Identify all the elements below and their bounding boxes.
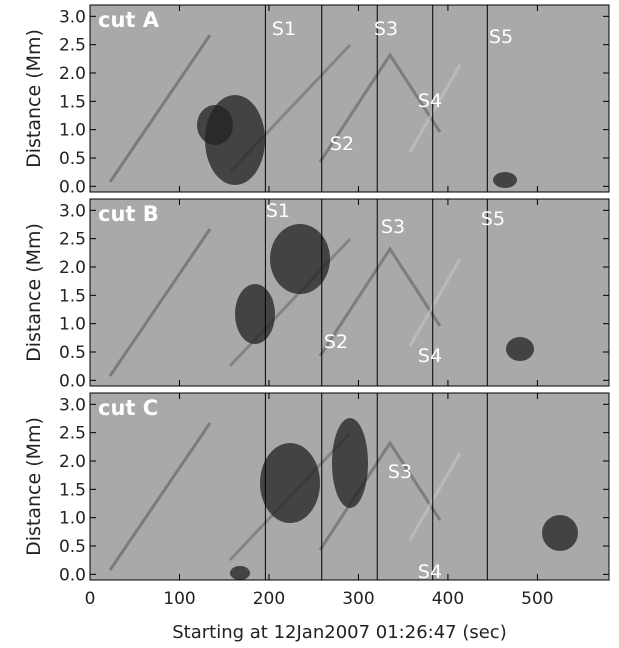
y-tick-label: 0.0	[59, 371, 86, 391]
x-tick-label: 500	[521, 589, 553, 609]
y-tick-label: 1.0	[59, 509, 86, 529]
feature-label: S1	[272, 18, 296, 40]
y-tick-label: 2.5	[59, 230, 86, 250]
y-tick-label: 0.5	[59, 537, 86, 557]
y-tick-label: 0.5	[59, 343, 86, 363]
y-tick-label: 1.0	[59, 315, 86, 335]
image-streak	[408, 64, 462, 153]
image-streak	[228, 237, 352, 368]
x-tick-label: 0	[85, 589, 96, 609]
feature-label: S5	[489, 26, 513, 48]
frame	[89, 4, 610, 193]
y-axis-label: Distance (Mm)	[23, 417, 45, 556]
image-blob	[332, 418, 368, 508]
y-tick-label: 1.5	[59, 480, 86, 500]
x-axis-label: Starting at 12Jan2007 01:26:47 (sec)	[172, 622, 506, 643]
panel: S1 S2 S3 S4 S5 cut B 0.0 0.5 1.0 1.5 2.0 2.5 3.0 Dist…	[23, 198, 610, 391]
image-blob	[197, 105, 233, 145]
feature-label: S2	[330, 133, 354, 155]
y-tick-label: 1.5	[59, 92, 86, 112]
image-blob	[493, 172, 517, 188]
y-tick-label: 2.0	[59, 452, 86, 472]
image-background	[90, 5, 609, 192]
feature-label: S1	[266, 200, 290, 222]
x-tick-label: 200	[253, 589, 285, 609]
panel: S3 S4 cut C 0.0 0.5 1.0 1.5 2.0 2.5 3.0 0 100 200 300…	[23, 392, 610, 643]
y-tick-label: 3.0	[59, 7, 86, 27]
y-tick-label: 2.0	[59, 258, 86, 278]
feature-label: S4	[418, 561, 442, 583]
panel: S1 S2 S3 S4 S5 cut A 0.0 0.5 1.0 1.5 2.0 2.5 3.0 Dist…	[23, 4, 610, 197]
x-tick-label: 300	[342, 589, 374, 609]
feature-label: S3	[381, 216, 405, 238]
y-axis-label: Distance (Mm)	[23, 29, 45, 168]
x-tick-label: 100	[163, 589, 195, 609]
image-streak	[108, 228, 212, 377]
feature-label: S4	[418, 345, 442, 367]
image-blob	[270, 224, 330, 294]
image-blob	[230, 566, 250, 580]
y-tick-label: 3.0	[59, 201, 86, 221]
image-streak	[318, 52, 442, 163]
image-streak	[318, 440, 442, 551]
feature-label: S5	[481, 208, 505, 230]
y-tick-label: 2.5	[59, 424, 86, 444]
image-blob	[506, 337, 534, 361]
panel-title: cut C	[98, 396, 158, 420]
image-streak	[408, 452, 462, 541]
x-tick-label: 400	[432, 589, 464, 609]
feature-label: S2	[324, 331, 348, 353]
image-streak	[108, 422, 212, 571]
y-tick-label: 0.0	[59, 177, 86, 197]
y-tick-label: 1.0	[59, 121, 86, 141]
feature-label: S4	[418, 90, 442, 112]
y-tick-label: 2.0	[59, 64, 86, 84]
frame	[89, 198, 610, 387]
image-streak	[108, 34, 212, 183]
y-tick-label: 0.0	[59, 565, 86, 585]
panel-title: cut A	[98, 8, 160, 32]
y-tick-label: 2.5	[59, 36, 86, 56]
y-tick-label: 1.5	[59, 286, 86, 306]
feature-label: S3	[388, 461, 412, 483]
image-blob	[235, 284, 275, 344]
image-blob	[542, 515, 578, 551]
panel-title: cut B	[98, 202, 159, 226]
image-streak	[408, 258, 462, 347]
y-tick-label: 0.5	[59, 149, 86, 169]
frame	[89, 392, 610, 581]
image-streak	[318, 246, 442, 357]
y-tick-label: 3.0	[59, 395, 86, 415]
feature-label: S3	[374, 18, 398, 40]
y-axis-label: Distance (Mm)	[23, 223, 45, 362]
image-blob	[260, 443, 320, 523]
